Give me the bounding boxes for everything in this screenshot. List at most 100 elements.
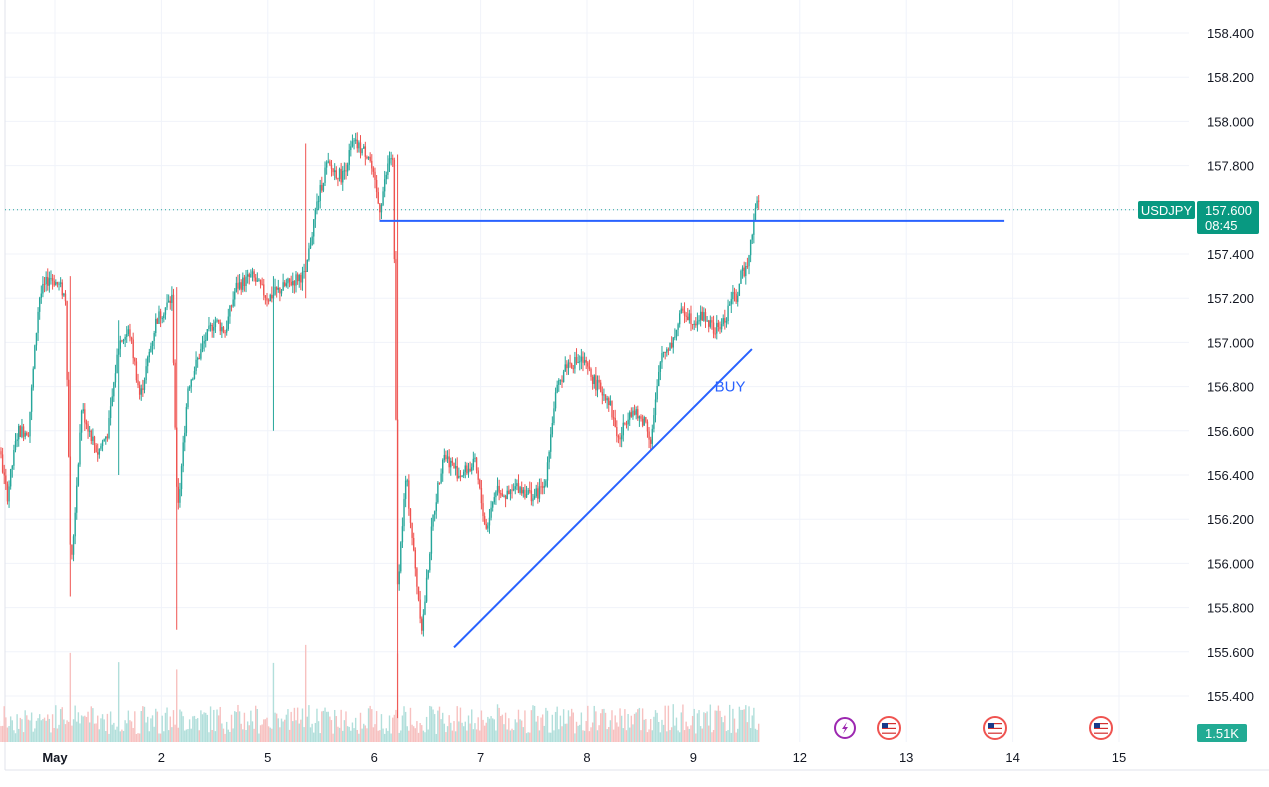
volume-bar — [275, 713, 278, 742]
candle-body — [651, 428, 653, 444]
candle-body — [38, 297, 41, 312]
volume-bar — [16, 714, 18, 742]
volume-bar — [19, 717, 22, 742]
candle-body — [150, 345, 152, 352]
volume-bar — [13, 730, 15, 742]
volume-bar — [259, 725, 262, 742]
volume-bar — [598, 725, 600, 742]
volume-bar — [743, 709, 745, 742]
us-flag-icon[interactable] — [1089, 716, 1113, 740]
candle-body — [266, 297, 268, 301]
candle-body — [656, 386, 658, 400]
volume-bar — [680, 712, 683, 742]
volume-bar — [90, 706, 92, 742]
volume-bar — [216, 709, 218, 742]
candle-body — [624, 422, 626, 424]
candle-body — [182, 442, 184, 467]
lightning-icon[interactable] — [834, 717, 856, 739]
candle-body — [501, 493, 504, 497]
volume-bar — [751, 715, 753, 742]
candle-body — [674, 336, 676, 338]
volume-bar — [367, 708, 370, 742]
volume-bar — [641, 708, 644, 742]
volume-bar — [232, 728, 234, 742]
volume-bar — [529, 732, 531, 742]
volume-bar — [516, 722, 518, 742]
volume-bar — [196, 718, 199, 742]
candle-body — [725, 321, 728, 323]
us-flag-icon[interactable] — [877, 716, 901, 740]
candle-body — [146, 357, 149, 367]
candle-body — [517, 483, 520, 493]
volume-bar — [182, 716, 184, 742]
volume-bar — [741, 709, 744, 742]
candle-body — [346, 164, 349, 172]
volume-bar — [451, 730, 454, 742]
candle-body — [161, 318, 163, 320]
price-axis[interactable]: 158.400 158.200 158.000 157.800 157.600 157.4… — [1207, 26, 1254, 704]
volume-bar — [625, 730, 628, 742]
candle-body — [124, 337, 126, 340]
volume-bar — [532, 705, 534, 742]
event-markers[interactable] — [834, 716, 1113, 740]
volume-bar — [461, 722, 463, 742]
volume-bar — [485, 722, 487, 742]
candle-body — [288, 278, 291, 282]
volume-bar — [646, 732, 649, 742]
candle-body — [216, 319, 218, 322]
candle-body — [9, 468, 12, 487]
volume-bar — [720, 717, 723, 742]
candle-body — [155, 318, 157, 334]
candle-body — [80, 411, 83, 433]
candle-body — [467, 468, 470, 474]
volume-bar — [222, 728, 225, 742]
candle-body — [229, 305, 231, 317]
candle-body — [390, 158, 392, 160]
time-axis[interactable]: May 2 5 6 7 8 9 12 13 14 15 — [42, 750, 1126, 765]
volume-bar — [311, 723, 313, 742]
candle-body — [253, 271, 255, 278]
volume-bar — [466, 730, 468, 742]
drawings[interactable]: BUY — [379, 219, 1005, 649]
volume-bar — [284, 719, 286, 742]
trend-line-drawing[interactable] — [453, 348, 753, 649]
volume-bar — [659, 732, 662, 742]
buy-annotation-text[interactable]: BUY — [715, 379, 746, 396]
candle-body — [503, 495, 505, 497]
candle-body — [417, 586, 420, 600]
volume-bar — [422, 730, 425, 742]
volume-bar — [280, 718, 283, 742]
candle-body — [47, 276, 49, 286]
candle-body — [678, 313, 681, 325]
us-flag-icon[interactable] — [983, 716, 1007, 740]
candle-body — [364, 146, 367, 157]
candle-body — [48, 278, 51, 286]
candle-body — [569, 362, 571, 364]
candle-body — [279, 287, 281, 294]
candle-body — [195, 359, 197, 372]
volume-bar — [185, 729, 188, 742]
candle-body — [530, 490, 533, 502]
volume-bar — [564, 723, 566, 742]
volume-bar — [556, 706, 558, 742]
candle-body — [495, 491, 497, 498]
candle-body — [350, 146, 352, 151]
volume-bar — [87, 711, 89, 742]
volume-bar — [404, 711, 407, 742]
candle-body — [237, 282, 239, 289]
volume-bar — [527, 732, 529, 742]
candle-body — [479, 479, 481, 489]
candle-body — [596, 379, 599, 391]
candle-body — [383, 179, 386, 192]
candle-body — [246, 274, 249, 277]
candle-body — [51, 278, 54, 281]
candle-body — [18, 425, 20, 440]
candle-body — [140, 388, 142, 395]
volume-bar — [187, 729, 189, 742]
volume-bar — [483, 725, 486, 742]
candle-body — [737, 295, 739, 302]
volume-bar — [448, 715, 450, 742]
candle-body — [180, 466, 183, 490]
candle-body — [438, 482, 441, 484]
